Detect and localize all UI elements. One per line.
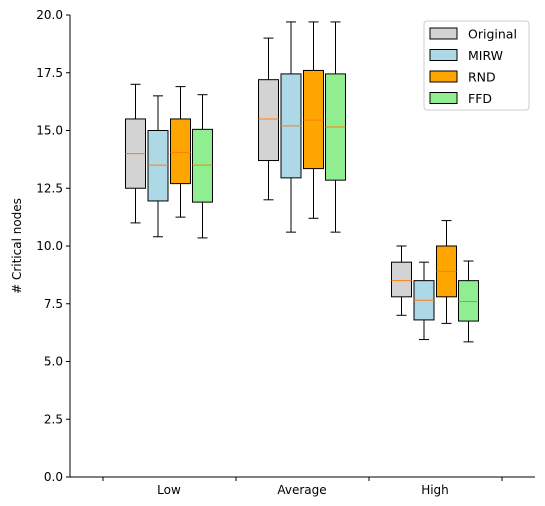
y-tick-label: 5.0 [44, 355, 63, 369]
box-mirw-average [280, 21, 302, 233]
box-body [303, 69, 324, 170]
legend-label-rnd: RND [468, 70, 496, 85]
x-tick-label: High [421, 483, 449, 497]
y-tick-label: 20.0 [36, 8, 63, 22]
box-body [192, 128, 213, 203]
box-original-average [258, 37, 279, 201]
box-original-low [125, 83, 146, 224]
box-body [170, 118, 191, 185]
box-original-high [391, 245, 412, 316]
y-tick-label: 10.0 [36, 239, 63, 253]
box-rnd-high [436, 220, 457, 324]
legend-label-original: Original [468, 27, 517, 42]
legend-label-mirw: MIRW [468, 48, 503, 63]
legend-swatch-original [429, 27, 458, 40]
box-ffd-average [325, 21, 346, 233]
legend-swatch-ffd [429, 92, 458, 104]
legend-swatch-mirw [429, 49, 458, 61]
box-body [458, 280, 479, 322]
y-tick-label: 0.0 [44, 470, 63, 484]
box-rnd-average [303, 21, 324, 219]
y-tick-label: 7.5 [44, 297, 63, 311]
legend-frame [423, 20, 530, 111]
x-tick-label: Low [157, 483, 181, 497]
box-mirw-low [147, 95, 169, 238]
legend: Original MIRW RND FFD [423, 20, 530, 111]
box-rnd-low [170, 86, 191, 218]
box-body [258, 79, 279, 162]
box-series-group [125, 21, 479, 343]
x-tick-label: Average [277, 483, 326, 497]
box-mirw-high [413, 261, 435, 341]
y-axis-title: # Critical nodes [10, 198, 24, 294]
y-tick-label: 15.0 [36, 124, 63, 138]
y-tick-label: 2.5 [44, 412, 63, 426]
box-body [147, 130, 169, 202]
box-body [391, 261, 412, 298]
legend-label-ffd: FFD [468, 91, 492, 106]
legend-swatch-rnd [429, 70, 458, 83]
box-ffd-low [192, 94, 213, 239]
box-ffd-high [458, 260, 479, 343]
y-tick-label: 12.5 [36, 181, 63, 195]
axes: 0.0 2.5 5.0 7.5 10.0 12.5 15.0 17.5 20.0 # Critic… [10, 8, 535, 497]
y-tick-label: 17.5 [36, 66, 63, 80]
